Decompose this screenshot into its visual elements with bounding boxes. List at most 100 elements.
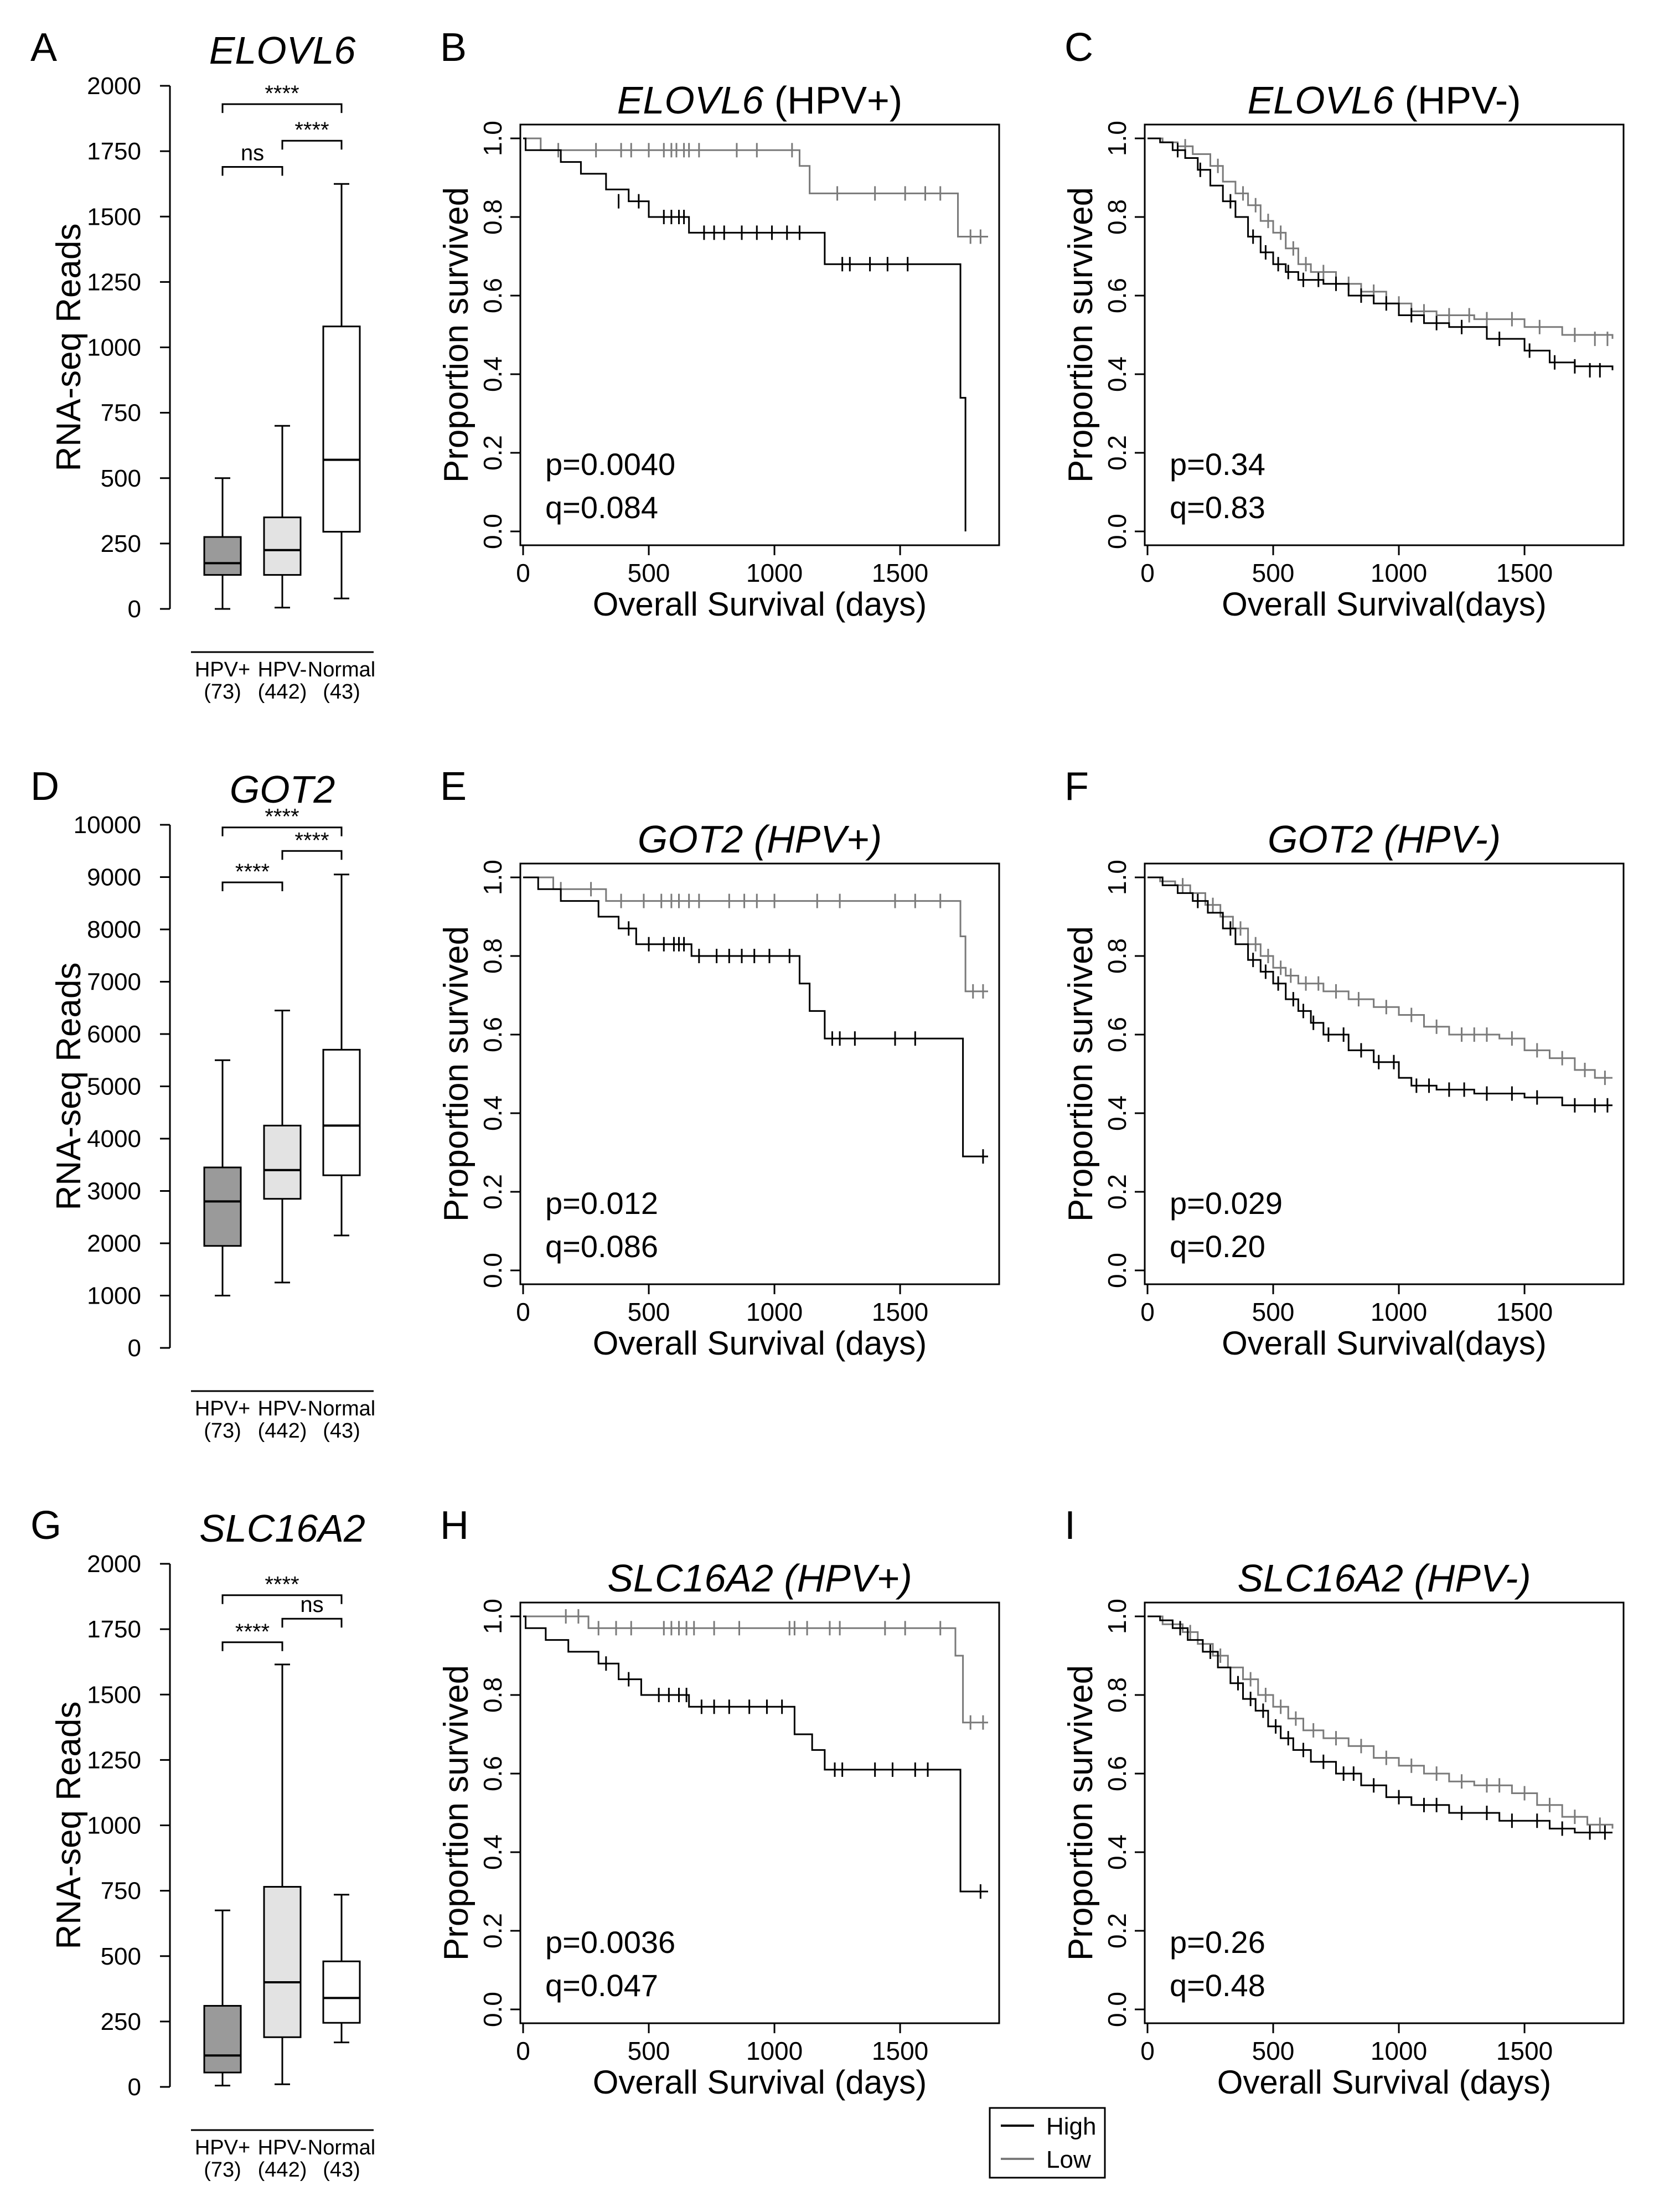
title-gene: ELOVL6 <box>1247 79 1394 122</box>
y-axis-label: RNA-seq Reads <box>50 1702 88 1950</box>
y-tick-label: 0.8 <box>478 938 507 974</box>
y-tick-label: 0.0 <box>1103 1253 1131 1288</box>
survival-curve-low <box>1148 876 1612 1079</box>
y-tick-label: 250 <box>101 2008 141 2035</box>
panel-title: SLC16A2 <box>199 1507 365 1550</box>
bracket-line <box>221 103 343 113</box>
panel-label: D <box>30 764 59 809</box>
q-value: q=0.83 <box>1170 490 1265 525</box>
survival-curve-low <box>523 876 988 993</box>
y-axis-label: Proportion survived <box>1062 926 1100 1222</box>
q-value: q=0.047 <box>545 1968 658 2003</box>
x-tick-label: 0 <box>1140 1298 1155 1326</box>
x-tick-label: 500 <box>628 559 670 587</box>
series-low <box>1148 137 1614 347</box>
p-value: p=0.0040 <box>545 447 675 482</box>
group-count: (442) <box>258 1419 307 1443</box>
x-tick-label: 500 <box>1252 1298 1295 1326</box>
x-tick-label: 1000 <box>1371 1298 1427 1326</box>
legend-low-label: Low <box>1046 2146 1091 2173</box>
survival-curve-low <box>523 137 988 237</box>
y-tick-label: 0.6 <box>478 278 507 313</box>
plot-frame <box>1144 123 1625 546</box>
y-tick-label: 1500 <box>87 1681 141 1708</box>
panel-label: F <box>1064 764 1089 809</box>
y-tick-label: 0.0 <box>1103 514 1131 549</box>
panel-title: ELOVL6 (HPV-) <box>1247 79 1521 122</box>
x-tick-label: 1500 <box>1496 1298 1553 1326</box>
x-tick-label: 1000 <box>1371 2037 1427 2065</box>
y-tick-label: 0 <box>128 596 141 623</box>
y-tick-label: 0.8 <box>1103 1677 1131 1713</box>
x-axis-label: Overall Survival (days) <box>593 586 927 623</box>
y-axis-label: RNA-seq Reads <box>50 963 88 1211</box>
survival-curve-high <box>1148 876 1612 1107</box>
legend: High Low <box>989 2107 1106 2179</box>
significance-label: **** <box>265 805 299 829</box>
y-tick-label: 0.0 <box>478 1992 507 2027</box>
box-hpv-pos <box>203 536 242 576</box>
y-tick-label: 10000 <box>74 812 141 839</box>
panel-label: C <box>1064 25 1093 70</box>
group-label: HPV+ <box>195 658 250 681</box>
x-tick-label: 0 <box>1140 559 1155 587</box>
x-tick-label: 1500 <box>872 1298 928 1326</box>
box-hpv-neg <box>263 1124 302 1200</box>
y-tick-label: 1750 <box>87 138 141 165</box>
group-count: (73) <box>204 1419 241 1443</box>
y-tick-label: 1000 <box>87 334 141 361</box>
box-hpv-pos <box>203 2005 242 2074</box>
x-axis-label: Overall Survival(days) <box>1222 1325 1547 1362</box>
y-tick-label: 3000 <box>87 1178 141 1205</box>
y-tick-label: 0.8 <box>478 1677 507 1713</box>
significance-label: ns <box>300 1593 323 1617</box>
survival-curve-low <box>523 1615 988 1724</box>
y-tick-label: 0.4 <box>1103 1095 1131 1131</box>
group-count: (442) <box>258 680 307 704</box>
significance-label: **** <box>235 860 270 884</box>
x-tick-label: 0 <box>516 559 530 587</box>
y-tick-label: 0.4 <box>478 356 507 392</box>
group-count: (73) <box>204 680 241 704</box>
y-tick-label: 0.6 <box>1103 278 1131 313</box>
y-tick-label: 9000 <box>87 864 141 891</box>
title-subgroup: (HPV+) <box>743 818 882 861</box>
y-axis-label: Proportion survived <box>437 187 475 483</box>
y-tick-label: 0.4 <box>1103 1834 1131 1870</box>
y-tick-label: 1000 <box>87 1283 141 1310</box>
box-hpv-neg <box>263 1886 302 2038</box>
group-count: (73) <box>204 2158 241 2182</box>
group-label: HPV- <box>258 1397 307 1420</box>
significance-bracket: ns <box>281 1593 343 1628</box>
box-hpv-neg <box>263 516 302 576</box>
plot-frame <box>1144 862 1625 1285</box>
significance-label: **** <box>294 118 329 142</box>
panel-f: F GOT2 (HPV-) Proportion survived Overall S… <box>1062 764 1625 1362</box>
group-label: Normal <box>308 1397 375 1420</box>
y-axis-label: Proportion survived <box>437 1665 475 1961</box>
y-tick-label: 0.2 <box>1103 1913 1131 1949</box>
bracket-line <box>281 850 343 860</box>
group-label: HPV+ <box>195 1397 250 1420</box>
survival-curve-low <box>1148 1615 1614 1829</box>
y-tick-label: 2000 <box>87 1551 141 1578</box>
plot-frame <box>519 123 1000 546</box>
y-tick-label: 0.4 <box>478 1095 507 1131</box>
box-normal <box>322 1048 361 1176</box>
x-tick-label: 1000 <box>1371 559 1427 587</box>
y-tick-label: 0 <box>128 2074 141 2101</box>
y-tick-label: 1.0 <box>1103 1599 1131 1634</box>
plot-frame <box>519 862 1000 1285</box>
y-tick-label: 1.0 <box>1103 121 1131 156</box>
title-subgroup: (HPV-) <box>1403 1557 1531 1600</box>
panel-title: SLC16A2 (HPV-) <box>1237 1557 1531 1600</box>
y-axis-label: Proportion survived <box>1062 187 1100 483</box>
title-gene: GOT2 <box>1268 818 1373 861</box>
x-tick-label: 0 <box>516 2037 530 2065</box>
panel-label: A <box>30 25 57 70</box>
y-tick-label: 0.6 <box>1103 1756 1131 1791</box>
x-axis-label: Overall Survival(days) <box>1222 586 1547 623</box>
y-tick-label: 1.0 <box>478 1599 507 1634</box>
panel-label: G <box>30 1503 61 1548</box>
